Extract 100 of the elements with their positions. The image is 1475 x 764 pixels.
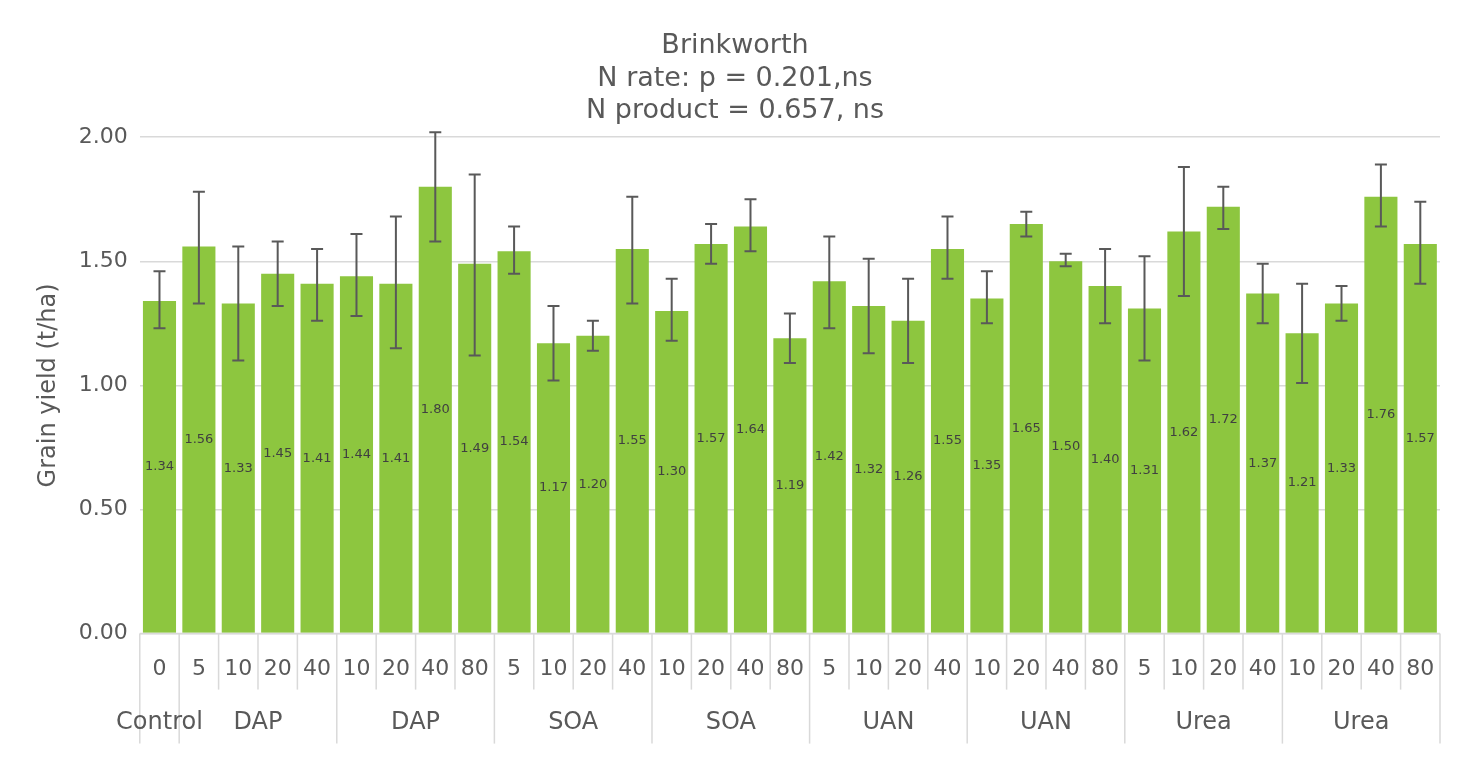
y-axis-title: Grain yield (t/ha) xyxy=(32,283,61,488)
bar xyxy=(1246,293,1280,633)
bar xyxy=(773,338,807,633)
x-tick-label: 10 xyxy=(1288,654,1317,680)
x-tick-label: 20 xyxy=(1327,654,1356,680)
bar xyxy=(458,263,492,633)
data-label: 1.35 xyxy=(972,457,1002,473)
x-tick-label: 10 xyxy=(342,654,371,680)
data-label: 1.54 xyxy=(499,433,529,449)
bar xyxy=(694,243,728,633)
bar xyxy=(1049,261,1083,633)
x-tick-label: 80 xyxy=(775,654,804,680)
data-label: 1.34 xyxy=(145,458,174,474)
bar xyxy=(1364,196,1398,633)
chart-title: Brinkworth xyxy=(661,28,809,60)
x-tick-label: 40 xyxy=(1051,654,1080,680)
x-tick-label: 20 xyxy=(1209,654,1238,680)
bar xyxy=(379,283,413,633)
data-label: 1.57 xyxy=(1405,429,1435,445)
data-label: 1.44 xyxy=(342,445,371,461)
data-label: 1.26 xyxy=(893,468,923,484)
bar xyxy=(339,276,374,633)
bar xyxy=(1206,206,1240,633)
y-tick-label: 1.00 xyxy=(78,371,128,397)
bar xyxy=(1127,308,1162,633)
bar xyxy=(221,303,255,633)
bar xyxy=(1403,243,1437,633)
data-label: 1.56 xyxy=(184,431,214,446)
bar xyxy=(536,343,571,633)
x-tick-label: 40 xyxy=(421,654,450,680)
text: Control xyxy=(116,706,203,735)
data-label: 1.65 xyxy=(1011,419,1041,435)
text: DAP xyxy=(391,706,441,735)
data-label: 1.41 xyxy=(302,449,332,465)
text: SOA xyxy=(705,706,757,735)
data-label: 1.20 xyxy=(578,475,608,491)
y-tick-label: 2.00 xyxy=(78,122,128,148)
data-label: 1.72 xyxy=(1208,411,1238,427)
bar xyxy=(812,281,846,633)
chart-subtitle: N rate: p = 0.201,ns N product = 0.657, ns xyxy=(585,60,885,125)
x-tick-label: 40 xyxy=(303,654,332,680)
data-label: 1.42 xyxy=(814,448,844,464)
data-label: 1.33 xyxy=(223,459,253,475)
data-label: 1.57 xyxy=(696,429,726,445)
bar xyxy=(615,248,649,633)
text: Urea xyxy=(1175,706,1232,735)
bar xyxy=(261,273,295,633)
text: SOA xyxy=(548,706,599,735)
x-tick-label: 40 xyxy=(1248,654,1277,680)
bar xyxy=(182,246,216,633)
text: UAN xyxy=(862,706,915,735)
bar xyxy=(970,298,1004,633)
bar xyxy=(891,320,925,633)
x-tick-label: 40 xyxy=(618,654,647,680)
data-label: 1.33 xyxy=(1327,459,1356,475)
data-label: 1.55 xyxy=(617,432,647,448)
data-label: 1.37 xyxy=(1248,454,1278,470)
x-tick-label: 80 xyxy=(1091,654,1120,680)
data-label: 1.62 xyxy=(1169,423,1199,439)
x-tick-label: 10 xyxy=(1169,654,1198,680)
x-tick-label: 10 xyxy=(657,654,686,680)
data-label: 1.76 xyxy=(1366,406,1396,422)
bar xyxy=(1285,333,1319,633)
bar xyxy=(1167,231,1201,633)
data-label: 1.41 xyxy=(381,449,411,465)
y-tick-label: 1.50 xyxy=(78,247,128,273)
data-label: 1.40 xyxy=(1090,450,1120,466)
x-tick-label: 5 xyxy=(507,654,522,680)
x-tick-label: 20 xyxy=(578,654,607,680)
data-label: 1.64 xyxy=(736,421,765,437)
x-tick-label: 0 xyxy=(152,654,167,680)
data-label: 1.80 xyxy=(420,401,450,417)
x-tick-label: 20 xyxy=(697,654,726,680)
x-tick-label: 5 xyxy=(1137,654,1152,680)
bar xyxy=(300,283,334,633)
data-label: 1.32 xyxy=(854,460,884,476)
bar xyxy=(418,186,452,633)
x-tick-label: 10 xyxy=(854,654,883,680)
bar xyxy=(655,310,689,633)
text: UAN xyxy=(1020,706,1072,735)
x-tick-label: 80 xyxy=(1406,654,1435,680)
bar xyxy=(497,251,531,633)
data-label: 1.55 xyxy=(933,432,962,448)
data-label: 1.45 xyxy=(263,444,293,460)
data-label: 1.21 xyxy=(1287,474,1317,490)
x-tick-label: 80 xyxy=(460,654,489,680)
x-tick-label: 20 xyxy=(894,654,923,680)
x-tick-label: 10 xyxy=(539,654,568,680)
data-label: 1.50 xyxy=(1051,438,1081,454)
y-tick-label: 0.50 xyxy=(78,495,128,521)
text: DAP xyxy=(233,706,283,735)
data-label: 1.19 xyxy=(775,476,805,492)
y-tick-label: 0.00 xyxy=(78,619,128,645)
bar xyxy=(930,248,965,633)
data-label: 1.31 xyxy=(1130,462,1159,478)
x-tick-label: 10 xyxy=(224,654,253,680)
bar xyxy=(1324,303,1359,633)
bar xyxy=(1009,224,1043,633)
bar xyxy=(1088,286,1122,633)
x-tick-label: 20 xyxy=(263,654,292,680)
